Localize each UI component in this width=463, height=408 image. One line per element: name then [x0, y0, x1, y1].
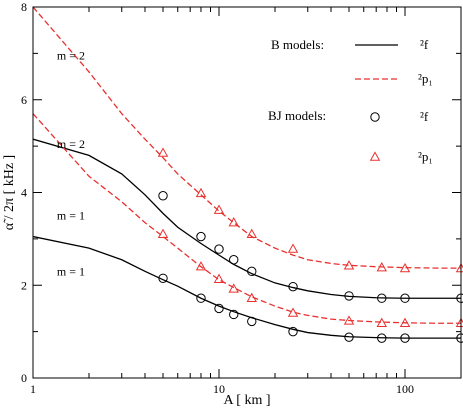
- series-line-2p1-m1: [33, 113, 461, 324]
- y-tick-label: 6: [21, 93, 27, 107]
- data-point-triangle: [455, 317, 463, 327]
- data-point-circle: [288, 281, 298, 292]
- data-point-circle: [344, 332, 354, 342]
- data-point-circle: [229, 309, 239, 320]
- data-point-circle: [247, 316, 257, 327]
- legend-group-bj: BJ models:: [268, 108, 326, 123]
- data-point-circle: [247, 266, 257, 277]
- data-point-triangle: [228, 283, 239, 293]
- data-point-triangle: [195, 187, 207, 198]
- data-point-circle: [344, 291, 354, 301]
- data-point-triangle: [376, 262, 387, 272]
- data-point-triangle: [343, 315, 355, 325]
- y-tick-label: 8: [21, 0, 27, 14]
- legend-label-f: ²f: [420, 109, 429, 124]
- annotations: m = 2 m = 2 m = 1 m = 1: [57, 49, 85, 279]
- legend-label-p1: ²p₁: [418, 149, 433, 164]
- x-tick-label: 100: [396, 382, 414, 396]
- data-point-triangle: [287, 243, 299, 253]
- y-tick-label: 4: [21, 186, 27, 200]
- data-point-circle: [196, 231, 206, 242]
- y-tick-label: 0: [21, 371, 27, 385]
- x-tick-label: 10: [213, 382, 225, 396]
- axes: 1 10 100 0 2 4 6 8: [21, 0, 462, 396]
- y-axis-label: α̃ / 2π [ kHz ]: [2, 155, 17, 230]
- data-point-triangle: [246, 228, 257, 238]
- data-point-circle: [400, 293, 410, 303]
- data-point-circle: [400, 333, 410, 343]
- data-point-triangle: [157, 147, 169, 157]
- data-point-triangle: [343, 260, 355, 270]
- data-point-circle: [377, 293, 387, 303]
- legend: B models: ²f ²p₁ BJ models: ²f ²p₁: [268, 37, 433, 164]
- data-point-triangle: [399, 317, 411, 327]
- y-tick-label: 2: [21, 278, 27, 292]
- data-point-triangle: [195, 261, 207, 271]
- legend-group-b: B models:: [271, 37, 324, 52]
- data-point-triangle: [287, 307, 299, 317]
- data-point-triangle: [228, 217, 239, 227]
- mode-annotation: m = 1: [57, 209, 85, 223]
- data-point-circle: [214, 244, 224, 254]
- data-point-circle: [196, 293, 206, 303]
- legend-marker-triangle: [369, 151, 381, 161]
- data-point-triangle: [399, 262, 411, 273]
- data-point-triangle: [213, 273, 225, 283]
- mode-annotation: m = 2: [57, 49, 85, 63]
- data-point-circle: [158, 273, 168, 283]
- x-tick-label: 1: [30, 382, 36, 396]
- legend-marker-circle: [370, 112, 380, 122]
- x-axis-label: A [ km ]: [223, 393, 270, 408]
- series-line-2f-m2: [33, 138, 461, 299]
- data-point-triangle: [246, 292, 257, 302]
- data-point-circle: [288, 326, 298, 337]
- data-point-triangle: [213, 204, 225, 214]
- plot-layer: [33, 7, 461, 339]
- data-point-circle: [214, 303, 224, 314]
- mode-annotation: m = 1: [57, 264, 85, 278]
- series-line-2p1-m2: [33, 7, 461, 269]
- data-point-triangle: [157, 228, 169, 238]
- mode-annotation: m = 2: [57, 137, 85, 151]
- data-point-circle: [158, 191, 168, 201]
- legend-label-p1: ²p₁: [418, 71, 433, 86]
- legend-label-f: ²f: [420, 37, 429, 52]
- data-point-circle: [377, 333, 387, 343]
- data-point-circle: [229, 255, 239, 265]
- data-point-triangle: [376, 317, 387, 327]
